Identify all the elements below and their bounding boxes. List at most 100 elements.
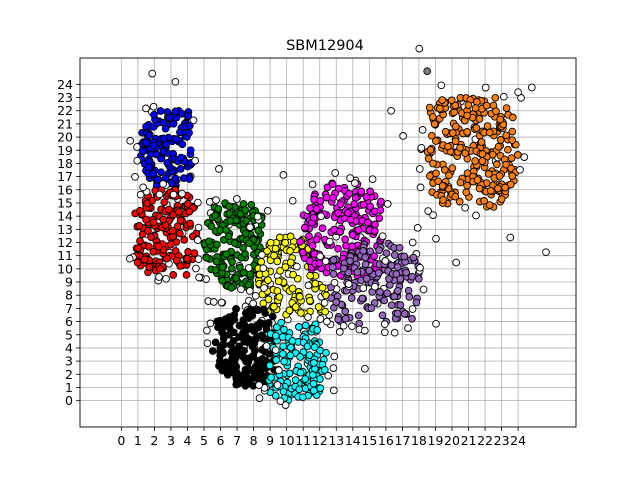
cluster-5-point [408, 272, 416, 281]
y-tick-label: 1 [65, 380, 73, 395]
y-tick-label: 11 [57, 248, 73, 263]
cluster-8-point [492, 160, 501, 169]
cluster-3-point [321, 307, 329, 316]
cluster-4-point [366, 187, 374, 196]
data-points [125, 44, 550, 409]
outlier-point [418, 126, 427, 134]
cluster-3-point [286, 232, 295, 241]
cluster-3-point [297, 309, 305, 317]
cluster-7-point [277, 318, 286, 327]
cluster-5-point [329, 270, 338, 278]
y-tick-label: 3 [65, 354, 73, 369]
cluster-8-point [451, 137, 460, 146]
cluster-5-point [412, 298, 421, 307]
cluster-5-point [395, 243, 404, 252]
y-tick-label: 13 [57, 222, 73, 237]
cluster-2-point [212, 257, 221, 266]
cluster-0-point [159, 118, 168, 127]
outlier-point [361, 364, 369, 373]
outlier-point [329, 364, 338, 372]
y-tick-label: 17 [57, 169, 73, 184]
cluster-4-point [346, 215, 355, 224]
cluster-3-point [306, 296, 314, 305]
outlier-point [233, 195, 241, 203]
outlier-point [520, 153, 529, 161]
y-tick-label: 6 [65, 314, 73, 329]
cluster-1-point [168, 226, 177, 235]
cluster-8-point [440, 166, 449, 174]
cluster-2-point [207, 222, 216, 231]
outlier-point [321, 257, 330, 266]
cluster-3-point [273, 257, 282, 266]
outlier-point [274, 366, 283, 375]
outlier-point [215, 165, 223, 173]
cluster-1-point [162, 254, 171, 263]
cluster-8-point [447, 96, 456, 105]
outlier-point [499, 92, 508, 101]
cluster-5-point [392, 270, 401, 278]
outlier-point [416, 263, 424, 272]
cluster-2-point [211, 266, 220, 274]
cluster-1-point [180, 236, 189, 244]
outlier-point [320, 298, 329, 307]
x-tick-label: 8 [250, 433, 258, 448]
cluster-5-point [404, 286, 413, 295]
outlier-point [251, 291, 260, 300]
cluster-4-point [315, 259, 323, 268]
outlier-point [542, 248, 550, 257]
cluster-5-point [402, 268, 411, 277]
cluster-1-point [136, 237, 144, 245]
cluster-5-point [409, 253, 418, 262]
cluster-8-point [432, 137, 440, 145]
cluster-8-point [482, 101, 491, 110]
outlier-point [133, 156, 142, 165]
cluster-2-point [242, 216, 250, 225]
outlier-point [273, 381, 282, 389]
outlier-point [206, 319, 215, 328]
cluster-8-point [451, 192, 460, 201]
outlier-point [380, 328, 389, 337]
x-tick-label: 5 [200, 433, 208, 448]
outlier-point [432, 234, 440, 243]
y-tick-label: 5 [65, 327, 73, 342]
cluster-1-point [183, 200, 192, 208]
cluster-5-point [339, 264, 348, 273]
cluster-8-point [448, 129, 457, 137]
cluster-2-point [227, 283, 236, 292]
outlier-point [452, 258, 461, 267]
y-tick-label: 22 [57, 103, 73, 118]
cluster-6-point [208, 347, 217, 355]
cluster-4-point [305, 232, 313, 241]
cluster-4-point [296, 237, 304, 246]
cluster-5-point [393, 263, 402, 271]
cluster-1-point [143, 199, 151, 208]
cluster-1-point [134, 244, 142, 252]
x-tick-label: 18 [411, 433, 427, 448]
y-tick-label: 15 [57, 195, 73, 210]
cluster-2-point [246, 270, 254, 279]
cluster-4-point [341, 235, 350, 244]
outlier-point [159, 180, 167, 188]
grid-lines [80, 58, 576, 427]
cluster-2-point [222, 226, 230, 234]
outlier-point [155, 190, 164, 199]
cluster-1-point [145, 242, 153, 251]
outlier-point [189, 116, 198, 125]
cluster-1-point [164, 205, 173, 214]
cluster-5-point [361, 260, 370, 269]
cluster-6-point [232, 362, 240, 371]
cluster-3-point [264, 276, 272, 285]
cluster-0-point [185, 175, 194, 183]
cluster-8-point [513, 151, 522, 159]
cluster-7-point [310, 359, 318, 367]
cluster-8-point [445, 171, 453, 180]
cluster-8-point [494, 184, 502, 193]
cluster-8-point [473, 176, 482, 184]
outlier-point [415, 165, 424, 173]
outlier-point [192, 264, 200, 273]
cluster-8-point [464, 101, 473, 109]
cluster-1-point [186, 219, 194, 228]
cluster-6-point [211, 338, 220, 347]
cluster-0-point [159, 134, 168, 143]
